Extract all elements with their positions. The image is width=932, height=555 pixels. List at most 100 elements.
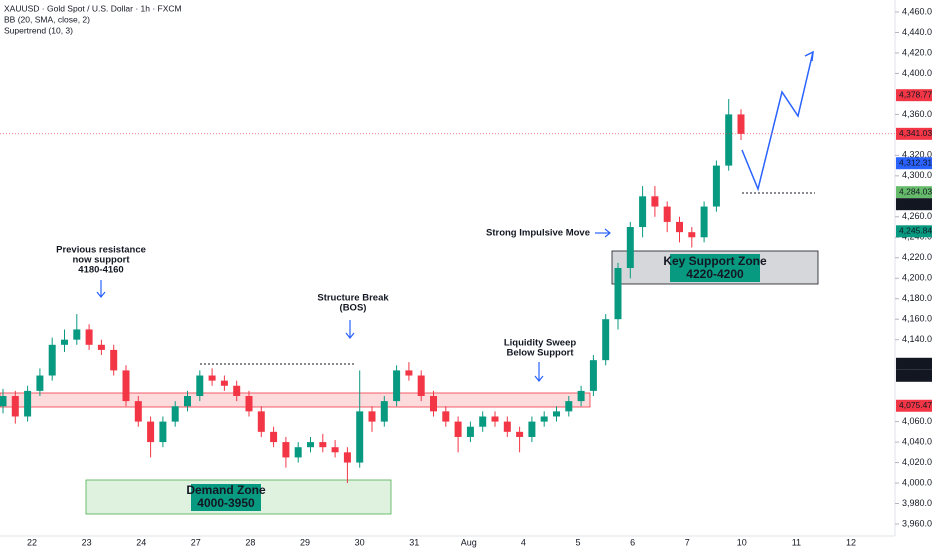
x-tick-label: 11: [792, 537, 801, 547]
price-label-bg: [896, 225, 932, 238]
candle-body: [97, 344, 105, 350]
candle-body: [503, 421, 511, 432]
candle-body: [442, 411, 450, 422]
annotation: Previous resistance: [56, 245, 146, 256]
candle-body: [159, 421, 167, 443]
price-label: 4,282.35: [899, 198, 932, 208]
candle-body: [528, 421, 536, 437]
candle-body: [110, 349, 118, 371]
annotation: Structure Break: [317, 293, 389, 304]
price-label: 4,116.46: [899, 358, 932, 368]
y-tick-label: 4,400.00: [902, 68, 932, 78]
candle-body: [368, 411, 376, 422]
price-label-bg: [896, 127, 932, 140]
y-tick-label: 4,460.00: [902, 6, 932, 16]
candle-body: [577, 390, 585, 402]
candle-body: [405, 370, 413, 376]
indicator: Supertrend (10, 3): [4, 25, 73, 35]
candle-body: [700, 206, 708, 238]
candle-body: [725, 114, 733, 166]
price-label-bg: [896, 157, 932, 170]
candle-body: [122, 370, 130, 402]
price-label: 4,116.33: [899, 370, 932, 380]
candle-body: [184, 396, 191, 407]
y-tick-label: 4,140.00: [902, 334, 932, 344]
candle-body: [491, 416, 499, 422]
annotation: (BOS): [340, 303, 367, 314]
price-label: 4,075.47: [899, 400, 932, 410]
candle-body: [565, 401, 573, 412]
y-tick-label: 4,440.00: [902, 27, 932, 37]
candle-body: [430, 396, 437, 412]
x-tick-label: 29: [300, 537, 310, 547]
x-tick-label: 6: [630, 537, 635, 547]
y-tick-label: 4,000.00: [902, 477, 932, 487]
candle-body: [712, 165, 720, 207]
candle-body: [516, 431, 524, 437]
x-tick-label: 30: [355, 537, 365, 547]
candle-body: [134, 401, 142, 422]
candle-body: [639, 196, 647, 228]
price-label: 4,378.77: [899, 89, 932, 99]
y-tick-label: 4,420.00: [902, 47, 932, 57]
price-label: 4,245.84: [899, 226, 932, 236]
arrows: [96, 228, 611, 382]
candle-body: [61, 339, 68, 345]
annotation: 4180-4160: [78, 265, 123, 276]
annotation: 4220-4200: [686, 267, 744, 281]
candle-body: [245, 396, 253, 412]
y-tick-label: 4,020.00: [902, 457, 932, 467]
candle-body: [479, 416, 487, 427]
x-tick-label: 31: [409, 537, 419, 547]
x-tick-label: 4: [521, 537, 526, 547]
x-tick-label: 10: [737, 537, 747, 547]
candle-body: [466, 426, 474, 437]
x-tick-label: 22: [27, 537, 37, 547]
demand-label-bg: [191, 484, 261, 511]
annotation: Key Support Zone: [663, 254, 767, 268]
candle-body: [540, 416, 548, 422]
resistance-zone: [0, 392, 591, 408]
candle-body: [651, 196, 659, 207]
candle-body: [589, 360, 597, 391]
y-tick-label: 4,180.00: [902, 293, 932, 303]
candle-body: [196, 375, 204, 396]
x-tick-label: 28: [245, 537, 255, 547]
support-label-bg: [670, 254, 760, 282]
x-tick-label: 27: [191, 537, 201, 547]
candle-body: [356, 411, 364, 463]
candle-body: [48, 344, 56, 376]
candle-body: [626, 227, 634, 268]
projection-path: [741, 51, 814, 192]
annotation: Demand Zone: [186, 483, 266, 497]
candle-body: [11, 396, 19, 417]
candle-body: [147, 421, 155, 443]
candle-body: [676, 221, 683, 233]
x-tick-label: 12: [846, 537, 856, 547]
y-tick-label: 4,200.00: [902, 273, 932, 283]
candle-body: [85, 329, 93, 345]
y-tick-label: 4,040.00: [902, 436, 932, 446]
y-tick-label: 3,960.00: [902, 518, 932, 528]
candle-body: [171, 406, 179, 422]
price-label-bg: [896, 357, 932, 370]
price-label: 4,284.03: [899, 186, 932, 196]
candle-body: [393, 370, 401, 402]
annotation: Liquidity Sweep: [504, 338, 577, 349]
price-label: 4,341.03: [899, 128, 932, 138]
annotation: now support: [73, 255, 131, 266]
candle-body: [0, 396, 7, 407]
candle-body: [343, 452, 351, 463]
candle-body: [454, 421, 462, 437]
candle-body: [307, 442, 314, 448]
candle-body: [282, 442, 290, 458]
candle-body: [294, 447, 302, 458]
annotation: Strong Impulsive Move: [486, 228, 590, 239]
candle-body: [417, 375, 425, 396]
candle-body: [319, 442, 327, 448]
price-label: 4,312.31: [899, 157, 932, 167]
x-tick-label: Aug: [461, 537, 477, 547]
y-tick-label: 4,320.00: [902, 150, 932, 160]
candle-body: [331, 447, 339, 453]
